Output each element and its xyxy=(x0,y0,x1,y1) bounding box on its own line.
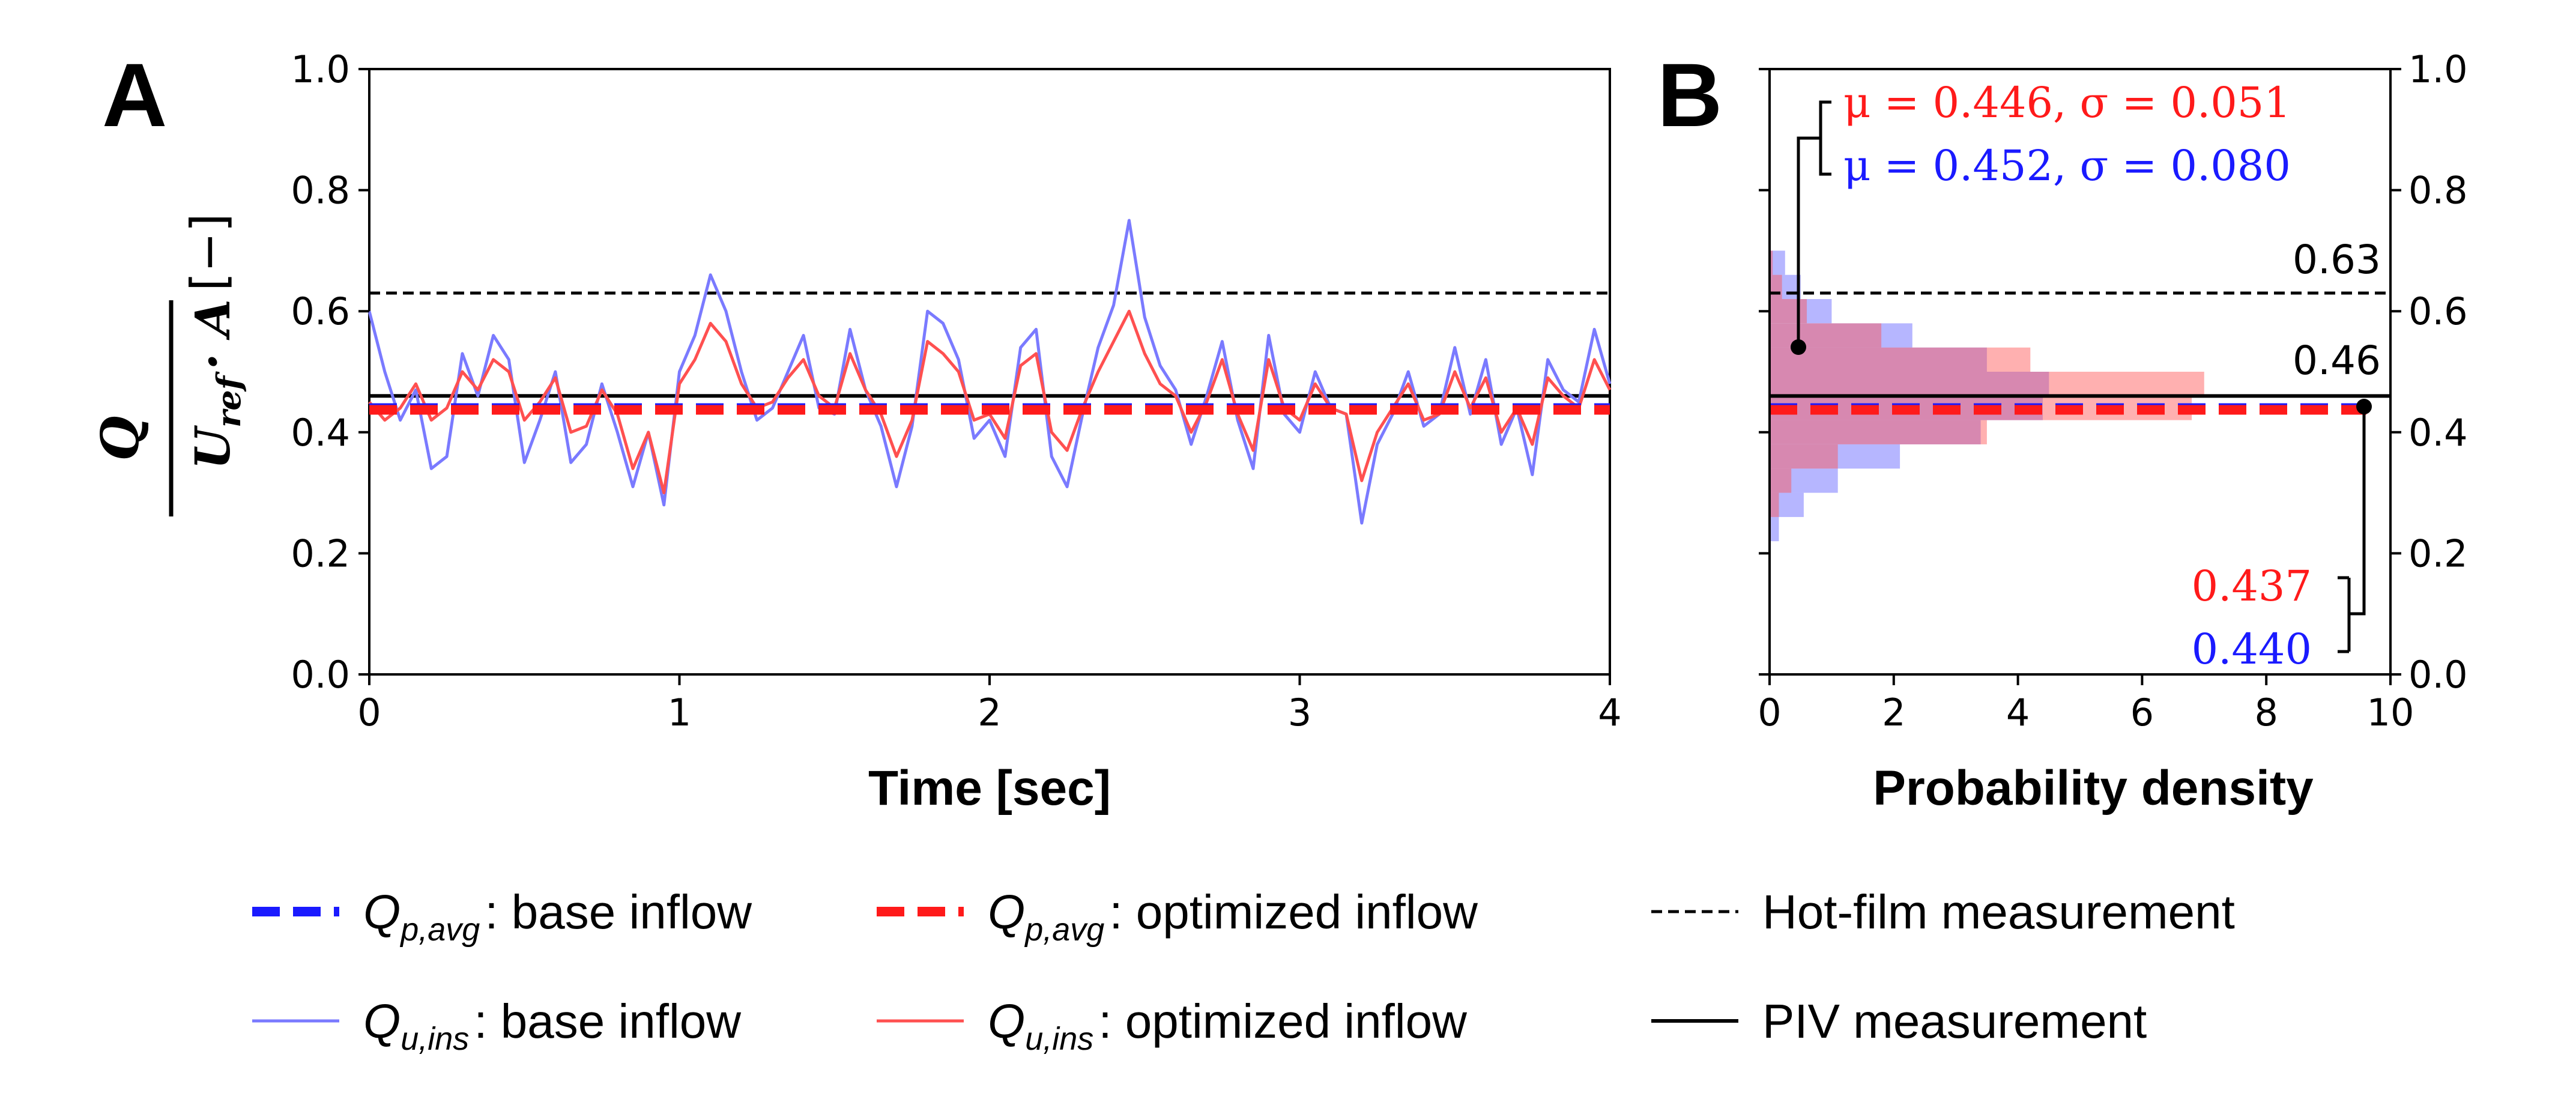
avg-base-label: 0.440 xyxy=(2192,625,2312,674)
legend-label: PIV measurement xyxy=(1762,994,2147,1048)
y-label-den-sub: ref xyxy=(210,371,248,428)
y-tick-label: 1.0 xyxy=(291,47,350,91)
panel-letter-a: A xyxy=(102,44,167,145)
x-tick-label: 0 xyxy=(357,691,381,734)
y-label-unit: [−] xyxy=(181,213,237,291)
x-tick-label: 4 xyxy=(2006,691,2030,734)
y-label-den-rest: · A xyxy=(184,299,241,370)
histogram-bar-base xyxy=(1770,492,1804,517)
histogram-bar-optimized xyxy=(1770,444,1838,469)
histogram-bar-base xyxy=(1770,299,1832,324)
y-tick-label: 0.8 xyxy=(291,169,350,213)
histogram-bar-optimized xyxy=(1770,299,1807,324)
histogram-bar-base xyxy=(1770,372,2049,396)
y-tick-label: 0.6 xyxy=(2408,289,2468,333)
stat-leader-dot xyxy=(1791,339,1806,355)
legend-label: Qp,avg: base inflow xyxy=(363,885,752,948)
panel-b-frame xyxy=(1768,68,2392,676)
histogram-bar-base xyxy=(1770,250,1785,275)
series-line-q-u-ins-base-inflow xyxy=(367,219,1612,525)
legend: Qp,avg: base inflow Qp,avg: optimized inf… xyxy=(252,885,2235,1057)
y-tick-label: 1.0 xyxy=(2408,47,2468,91)
x-tick-label: 6 xyxy=(2130,691,2154,734)
panel-letter-b: B xyxy=(1657,44,1722,145)
panel-b: 0 2 4 6 8 10 0.0 0.2 0.4 0.6 0.8 1.0 Probability d… xyxy=(1758,47,2467,816)
panel-a: 0 1 2 3 4 0.0 0.2 0.4 0.6 0.8 1.0 Time [sec] xyxy=(291,47,1621,816)
stat-base-text: μ = 0.452, σ = 0.080 xyxy=(1843,141,2291,190)
histogram-bar-base xyxy=(1770,516,1779,542)
x-tick-label: 3 xyxy=(1288,691,1311,734)
y-tick-label: 0.6 xyxy=(291,289,350,333)
y-label-denominator: Uref· A xyxy=(184,299,248,470)
x-tick-label: 1 xyxy=(668,691,691,734)
y-tick-label: 0.4 xyxy=(2408,411,2468,455)
stat-optimized-text: μ = 0.446, σ = 0.051 xyxy=(1843,78,2291,127)
legend-item: Qu,ins: optimized inflow xyxy=(877,994,1467,1057)
panel-a-lines xyxy=(367,219,1612,525)
legend-label: Qu,ins: base inflow xyxy=(363,994,741,1057)
y-label-den-main: U xyxy=(184,425,241,470)
histogram-bar-base xyxy=(1770,420,1981,444)
x-tick-label: 0 xyxy=(1758,691,1781,734)
y-tick-label: 0.4 xyxy=(291,411,350,455)
y-tick-label: 0.2 xyxy=(291,531,350,575)
y-tick-label: 0.0 xyxy=(291,653,350,697)
histogram-bar-optimized xyxy=(1770,274,1782,299)
x-tick-label: 2 xyxy=(978,691,1001,734)
x-tick-label: 8 xyxy=(2254,691,2278,734)
panel-a-y-ticks: 0.0 0.2 0.4 0.6 0.8 1.0 xyxy=(291,47,369,697)
avg-bracket xyxy=(2338,407,2366,653)
histogram-bar-optimized xyxy=(1770,323,1882,348)
x-tick-label: 4 xyxy=(1598,691,1621,734)
y-tick-label: 0.2 xyxy=(2408,531,2468,575)
stat-bracket xyxy=(1819,100,1831,176)
panel-b-lines xyxy=(1770,291,2390,415)
panel-b-x-ticks: 0 2 4 6 8 10 xyxy=(1758,674,2414,734)
legend-item: PIV measurement xyxy=(1651,994,2147,1048)
x-tick-label: 10 xyxy=(2367,691,2414,734)
legend-item: Qu,ins: base inflow xyxy=(252,994,741,1057)
panel-a-x-ticks: 0 1 2 3 4 xyxy=(357,674,1622,734)
legend-item: Hot-film measurement xyxy=(1651,885,2235,939)
legend-label: Hot-film measurement xyxy=(1762,885,2235,939)
histogram-bar-optimized xyxy=(1770,420,1987,444)
legend-item: Qp,avg: optimized inflow xyxy=(877,885,1478,948)
panel-a-x-axis-title: Time [sec] xyxy=(868,761,1111,816)
stat-leader-line xyxy=(1797,136,1821,347)
x-tick-label: 2 xyxy=(1882,691,1905,734)
histogram-bar-base xyxy=(1770,444,1900,469)
histogram-bar-base xyxy=(1770,347,1987,372)
y-label-numerator: Q xyxy=(90,416,151,461)
histogram-bar-optimized xyxy=(1770,372,2204,396)
histogram-bar-optimized xyxy=(1770,492,1779,517)
y-axis-label: Q Uref· A [−] xyxy=(90,213,248,516)
histogram-bar-base xyxy=(1770,274,1801,299)
avg-optimized-label: 0.437 xyxy=(2192,562,2312,611)
piv-value-label: 0.46 xyxy=(2293,338,2381,384)
histogram-bar-optimized xyxy=(1770,468,1792,493)
histogram-bar-optimized xyxy=(1770,250,1773,275)
panel-b-y-ticks: 0.0 0.2 0.4 0.6 0.8 1.0 xyxy=(1759,47,2468,697)
y-tick-label: 0.8 xyxy=(2408,169,2468,213)
series-line-q-u-ins-optimized-inflow xyxy=(368,309,1612,495)
legend-label: Qu,ins: optimized inflow xyxy=(988,994,1467,1057)
legend-label: Qp,avg: optimized inflow xyxy=(988,885,1478,948)
panel-b-x-axis-title: Probability density xyxy=(1873,761,2314,816)
histogram-bar-optimized xyxy=(1770,347,2031,372)
histogram-bar-base xyxy=(1770,468,1838,493)
y-tick-label: 0.0 xyxy=(2408,653,2468,697)
legend-item: Qp,avg: base inflow xyxy=(252,885,752,948)
panel-b-histogram xyxy=(1770,250,2204,542)
hot-film-value-label: 0.63 xyxy=(2293,237,2381,283)
